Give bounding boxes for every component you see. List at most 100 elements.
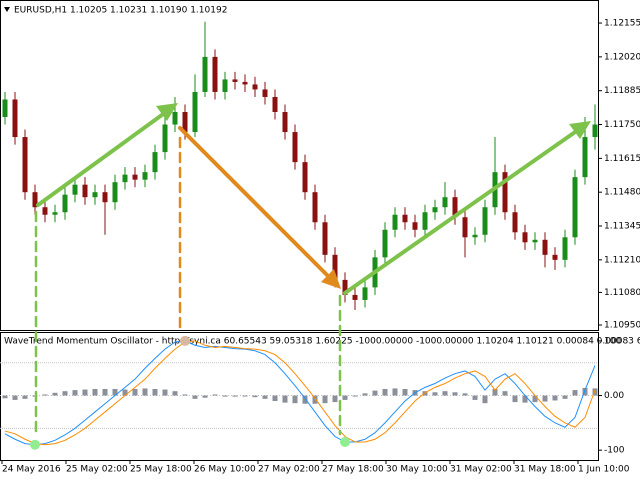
histogram-bar — [592, 388, 598, 396]
candle-body — [532, 239, 538, 243]
histogram-bar — [462, 393, 468, 396]
histogram-bar — [252, 395, 258, 398]
candle-body — [422, 212, 428, 230]
candle-body — [402, 214, 408, 223]
x-tick-label: 25 May 18:00 — [130, 465, 192, 475]
x-tick-label: 31 May 02:00 — [450, 465, 512, 475]
histogram-bar — [182, 394, 188, 396]
candle-body — [62, 194, 68, 213]
histogram-bar — [262, 395, 268, 399]
histogram-bar — [162, 389, 168, 396]
x-tick-label: 1 Jun 10:00 — [578, 465, 630, 475]
y-tick-label: 1.12020 — [604, 52, 640, 62]
candle-body — [462, 217, 468, 238]
arrow — [178, 126, 332, 280]
histogram-bar — [312, 395, 318, 404]
histogram-bar — [232, 395, 238, 397]
candle-body — [472, 234, 478, 238]
histogram-bar — [522, 395, 528, 403]
candle-body — [242, 81, 248, 85]
candle-body — [172, 112, 178, 125]
histogram-bar — [542, 395, 548, 402]
histogram-bar — [352, 395, 358, 397]
histogram-bar — [12, 395, 18, 400]
candle-body — [542, 239, 548, 255]
candle-body — [592, 124, 598, 138]
candle-body — [572, 177, 578, 238]
y-tick-label: 1.12155 — [604, 19, 640, 29]
candle-body — [522, 232, 528, 243]
histogram-bar — [302, 395, 308, 404]
histogram-bar — [562, 395, 568, 399]
candle-body — [322, 222, 328, 255]
histogram-bar — [582, 387, 588, 396]
histogram-bar — [532, 395, 538, 403]
histogram-bar — [222, 395, 228, 397]
x-tick-label: 24 May 2016 — [2, 465, 61, 475]
candle-body — [352, 294, 358, 300]
histogram-bar — [272, 395, 278, 402]
candle-body — [222, 79, 228, 92]
arrow-head — [569, 121, 591, 139]
candle-body — [132, 174, 138, 180]
candle-body — [502, 172, 508, 213]
histogram-bar — [22, 395, 28, 399]
candle-body — [212, 56, 218, 92]
y-tick-label: -100 — [604, 446, 625, 456]
annotations — [34, 103, 591, 438]
candle-body — [392, 214, 398, 230]
candle-body — [72, 184, 78, 195]
x-tick-label: 26 May 10:00 — [194, 465, 256, 475]
histogram-bar — [212, 394, 218, 396]
histogram-bar — [2, 395, 8, 399]
y-tick-label: 1.10950 — [604, 320, 640, 330]
candle-body — [252, 84, 258, 90]
candle-body — [332, 254, 338, 280]
candle-body — [342, 279, 348, 295]
histogram-bar — [112, 388, 118, 396]
histogram-bar — [52, 392, 58, 396]
histogram-bar — [202, 395, 208, 398]
histogram-bar — [362, 393, 368, 396]
candle-body — [142, 172, 148, 180]
candle-body — [562, 237, 568, 260]
candle-body — [52, 212, 58, 215]
histogram-bar — [452, 392, 458, 396]
histogram-bar — [322, 395, 328, 404]
candle-body — [42, 207, 48, 215]
candle-body — [102, 192, 108, 203]
arrow — [343, 128, 580, 295]
candle-body — [482, 207, 488, 235]
arrow — [36, 110, 168, 207]
candle-body — [382, 229, 388, 258]
candle-body — [82, 184, 88, 198]
candle-body — [182, 112, 188, 133]
candle-body — [282, 112, 288, 133]
histogram-bar — [382, 388, 388, 396]
candle-body — [92, 192, 98, 198]
histogram-bar — [332, 395, 338, 403]
y-tick-label: 1.11480 — [604, 188, 640, 198]
histogram-bar — [242, 395, 248, 397]
chart-title: EURUSD,H1 1.10205 1.10231 1.10190 1.1019… — [14, 6, 227, 16]
candle-body — [512, 212, 518, 233]
menu-icon — [4, 7, 10, 12]
histogram-bar — [472, 395, 478, 400]
x-tick-label: 27 May 02:00 — [258, 465, 320, 475]
histogram-bar — [552, 395, 558, 401]
y-tick-label: 1.11345 — [604, 222, 640, 232]
histogram-bar — [392, 388, 398, 396]
candle-body — [232, 79, 238, 82]
candle-body — [192, 91, 198, 133]
histogram-bar — [62, 391, 68, 396]
candle-body — [432, 207, 438, 213]
candle-body — [412, 222, 418, 230]
histogram-bar — [172, 391, 178, 396]
candle-body — [262, 89, 268, 97]
arrow-head — [156, 103, 178, 121]
candle-body — [162, 124, 168, 153]
y-tick-label: 1.11615 — [604, 154, 640, 164]
histogram-bar — [42, 394, 48, 396]
histogram-bar — [282, 395, 288, 403]
